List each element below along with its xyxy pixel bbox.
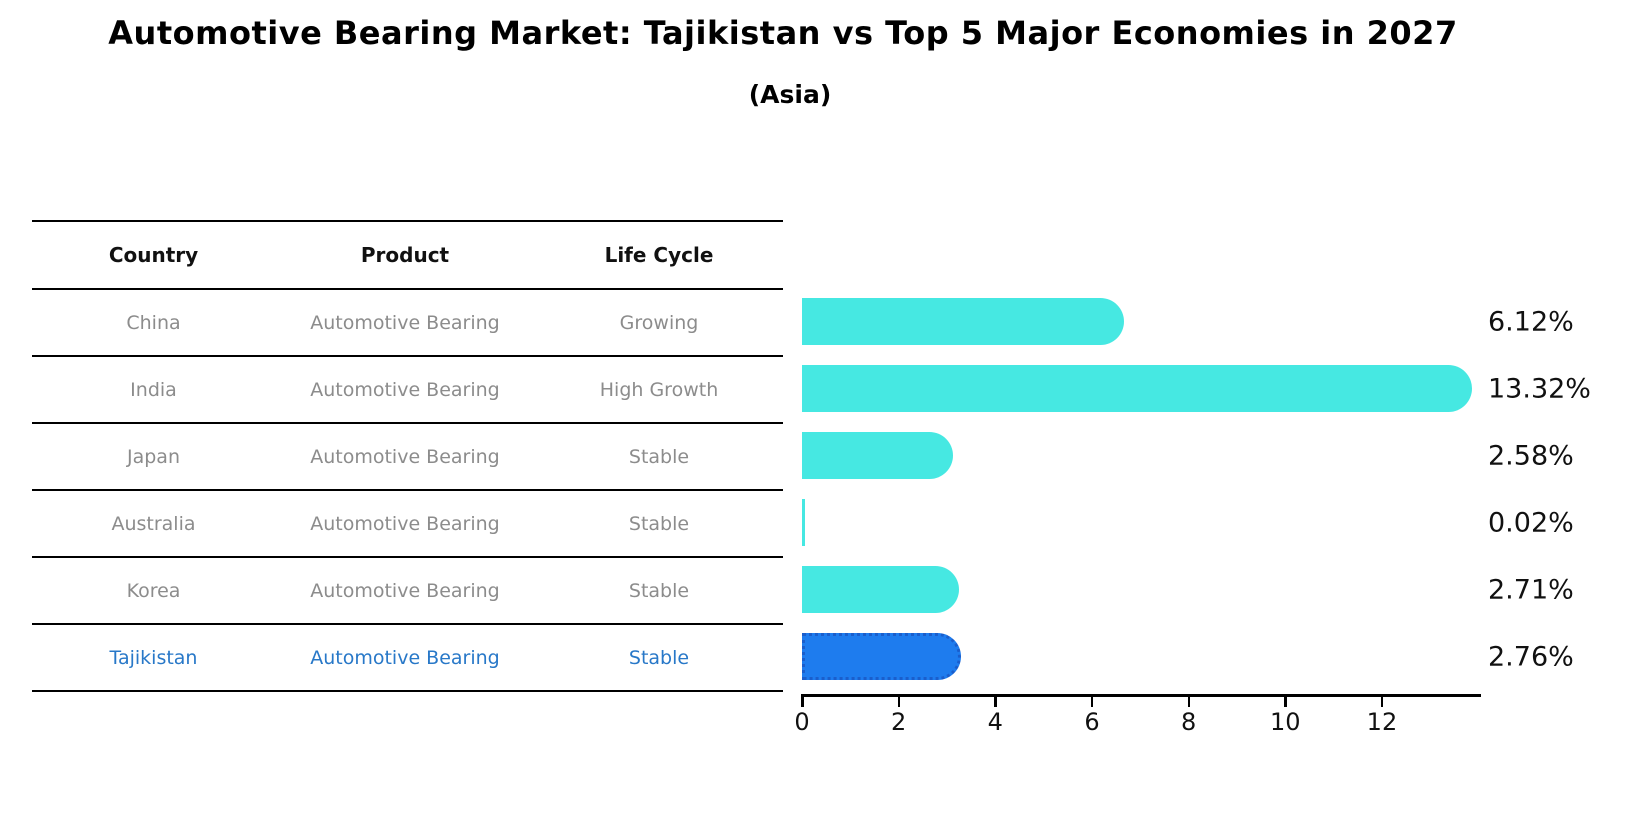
table-row: Tajikistan Automotive Bearing Stable [32,623,783,690]
table-cell-country: Korea [126,579,181,602]
chart-title: Automotive Bearing Market: Tajikistan vs… [108,14,1458,52]
bar-value-label: 2.76% [1488,641,1574,672]
bar-china [802,298,1124,345]
table-cell-country: China [126,311,181,334]
table-cell-product: Automotive Bearing [310,445,500,468]
x-axis-tick [994,697,997,707]
bar-japan [802,432,953,479]
bar-value-label: 2.58% [1488,440,1574,471]
table-row: Korea Automotive Bearing Stable [32,556,783,623]
table-cell-country: India [130,378,177,401]
column-header-life-cycle: Life Cycle [604,243,714,267]
table-cell-product: Automotive Bearing [310,378,500,401]
country-table: Country Product Life Cycle China Automoti… [32,220,783,692]
column-header-country: Country [108,243,199,267]
table-cell-product: Automotive Bearing [310,311,500,334]
x-axis-tick [897,697,901,707]
x-axis-tick-label: 0 [794,708,810,736]
table-cell-life-cycle: High Growth [599,378,719,401]
table-cell-life-cycle: Stable [628,579,690,602]
table-cell-life-cycle: Growing [619,311,699,334]
x-axis-tick-label: 12 [1366,708,1398,736]
bar-tajikistan [802,633,962,680]
chart-subtitle: (Asia) [748,80,832,109]
bar-value-label: 2.71% [1488,574,1574,605]
x-axis-tick [1284,697,1287,707]
table-row: India Automotive Bearing High Growth [32,355,783,422]
x-axis-tick-label: 10 [1270,708,1301,736]
x-axis-tick-label: 6 [1084,708,1100,736]
bar-value-label: 0.02% [1488,507,1574,538]
table-cell-life-cycle: Stable [628,646,690,669]
table-cell-product: Automotive Bearing [310,646,500,669]
bar-india [802,365,1472,412]
table-row: Japan Automotive Bearing Stable [32,422,783,489]
column-header-product: Product [360,243,450,267]
table-cell-life-cycle: Stable [628,512,690,535]
table-row: Australia Automotive Bearing Stable [32,489,783,556]
x-axis-tick [1090,697,1094,707]
table-cell-life-cycle: Stable [628,445,690,468]
bar-value-label: 13.32% [1488,373,1591,404]
table-cell-product: Automotive Bearing [310,579,500,602]
bar-value-label: 6.12% [1488,306,1574,337]
table-header-row: Country Product Life Cycle [32,222,783,288]
table-cell-country: Tajikistan [109,646,198,669]
table-cell-country: Australia [111,512,196,535]
table-row: China Automotive Bearing Growing [32,288,783,355]
bar-australia [802,499,805,546]
x-axis-tick-label: 4 [987,708,1003,736]
table-cell-country: Japan [127,445,180,468]
x-axis-tick-label: 8 [1180,708,1197,736]
x-axis-tick-label: 2 [891,708,907,736]
x-axis-line [801,694,1481,697]
x-axis-tick [801,697,804,707]
table-cell-product: Automotive Bearing [310,512,500,535]
bar-korea [802,566,959,613]
x-axis-tick [1187,697,1191,707]
x-axis-tick [1380,697,1384,707]
